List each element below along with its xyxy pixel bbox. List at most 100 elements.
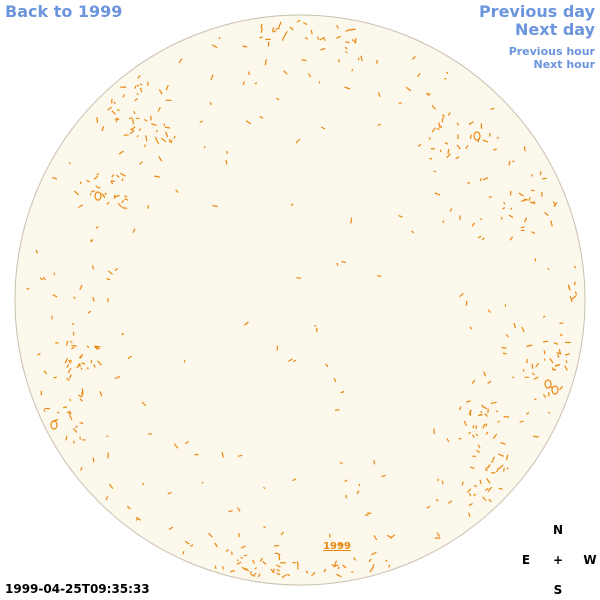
- magnetic-feature: [431, 104, 437, 110]
- magnetic-feature: [132, 228, 136, 233]
- magnetic-feature: [276, 572, 281, 576]
- magnetic-feature: [201, 481, 204, 484]
- magnetic-feature: [431, 127, 437, 133]
- magnetic-feature: [199, 120, 204, 123]
- magnetic-feature: [533, 376, 539, 380]
- magnetic-feature: [440, 125, 443, 128]
- compass-east: E: [521, 553, 531, 567]
- magnetic-feature: [78, 204, 84, 208]
- magnetic-feature: [331, 564, 335, 567]
- compass-west: W: [583, 553, 597, 567]
- magnetic-feature: [214, 542, 218, 548]
- magnetic-feature: [67, 367, 72, 374]
- magnetic-feature: [167, 491, 172, 495]
- magnetic-feature: [43, 370, 48, 375]
- magnetic-feature: [336, 573, 342, 578]
- magnetic-feature: [323, 568, 327, 573]
- magnetic-feature: [505, 334, 509, 338]
- magnetic-feature: [82, 439, 86, 441]
- magnetic-feature: [482, 139, 489, 143]
- magnetic-feature: [237, 454, 243, 457]
- magnetic-feature: [135, 516, 142, 521]
- magnetic-feature: [470, 466, 475, 469]
- magnetic-feature: [500, 216, 503, 220]
- magnetic-feature: [512, 376, 515, 379]
- magnetic-feature: [90, 190, 96, 193]
- magnetic-feature: [295, 138, 301, 144]
- magnetic-feature: [386, 534, 392, 538]
- magnetic-feature: [477, 235, 482, 239]
- observation-timestamp: 1999-04-25T09:35:33: [5, 582, 150, 596]
- magnetic-feature: [271, 27, 275, 32]
- magnetic-feature: [475, 433, 479, 437]
- next-day-link[interactable]: Next day: [515, 20, 595, 39]
- magnetic-feature: [498, 487, 503, 490]
- magnetic-feature: [296, 565, 299, 570]
- magnetic-feature: [143, 118, 148, 122]
- magnetic-feature: [182, 551, 185, 555]
- magnetic-feature: [543, 350, 546, 355]
- next-hour-link[interactable]: Next hour: [533, 58, 596, 71]
- magnetic-feature: [37, 352, 41, 356]
- magnetic-feature: [484, 468, 488, 472]
- magnetic-feature: [518, 192, 524, 197]
- magnetic-feature: [405, 86, 412, 92]
- magnetic-feature: [471, 379, 476, 384]
- magnetic-feature: [502, 352, 507, 355]
- magnetic-feature: [317, 36, 320, 40]
- magnetic-feature: [113, 101, 116, 105]
- magnetic-feature: [242, 45, 248, 48]
- magnetic-feature: [296, 277, 302, 279]
- magnetic-feature: [531, 372, 535, 376]
- magnetic-feature: [141, 401, 147, 407]
- magnetic-feature: [77, 394, 82, 398]
- magnetic-feature: [439, 149, 442, 153]
- magnetic-feature: [247, 71, 251, 76]
- magnetic-feature: [447, 500, 453, 504]
- magnetic-feature: [92, 296, 95, 302]
- magnetic-feature: [249, 571, 253, 573]
- magnetic-feature: [550, 220, 553, 227]
- magnetic-feature: [549, 357, 554, 364]
- magnetic-feature: [124, 198, 129, 201]
- magnetic-feature: [62, 406, 68, 409]
- magnetic-feature: [497, 420, 500, 423]
- magnetic-feature: [225, 159, 228, 165]
- magnetic-feature: [481, 237, 485, 241]
- magnetic-feature: [532, 435, 539, 438]
- magnetic-feature: [559, 386, 564, 390]
- magnetic-feature: [158, 155, 163, 162]
- previous-day-link[interactable]: Previous day: [478, 2, 595, 21]
- magnetic-feature: [534, 398, 537, 401]
- magnetic-feature: [121, 199, 125, 204]
- magnetic-feature: [368, 558, 372, 563]
- year-link[interactable]: 1999: [323, 541, 351, 552]
- previous-hour-link[interactable]: Previous hour: [508, 45, 595, 58]
- magnetic-feature: [446, 153, 451, 159]
- magnetic-feature: [65, 435, 68, 441]
- magnetic-feature: [104, 192, 107, 196]
- magnetic-feature: [301, 59, 307, 62]
- magnetic-feature: [506, 467, 509, 470]
- magnetic-feature: [87, 310, 92, 314]
- magnetic-feature: [509, 236, 514, 241]
- magnetic-feature: [94, 345, 101, 348]
- magnetic-feature: [184, 540, 190, 545]
- magnetic-feature: [311, 572, 316, 577]
- magnetic-feature: [137, 74, 141, 79]
- magnetic-feature: [444, 77, 447, 80]
- magnetic-feature: [280, 531, 285, 536]
- magnetic-feature: [81, 362, 86, 365]
- magnetic-feature: [212, 204, 218, 208]
- magnetic-feature: [520, 226, 525, 229]
- back-to-year-link[interactable]: Back to 1999: [5, 2, 123, 21]
- magnetic-feature: [95, 185, 98, 188]
- magnetic-feature: [35, 249, 39, 254]
- magnetic-feature: [175, 189, 179, 193]
- magnetic-feature: [465, 144, 469, 149]
- magnetic-feature: [469, 326, 473, 330]
- magnetic-feature: [101, 125, 105, 132]
- magnetic-feature: [441, 480, 444, 485]
- magnetic-feature: [436, 532, 441, 537]
- magnetic-feature: [289, 26, 294, 31]
